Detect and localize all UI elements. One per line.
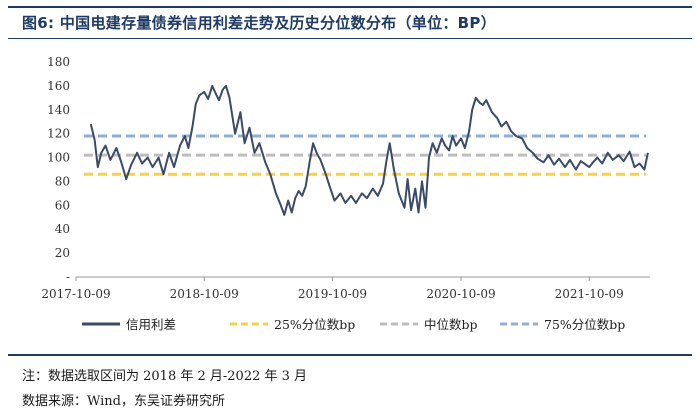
legend-label-p75: 75%分位数bp [544, 317, 625, 332]
y-tick-label: 20 [55, 246, 70, 260]
y-tick-label: 180 [47, 55, 70, 69]
y-tick-label: 120 [47, 127, 70, 141]
y-tick-label: 60 [55, 198, 70, 212]
figure-title-text: 中国电建存量债券信用利差走势及历史分位数分布（单位：BP） [59, 14, 497, 32]
credit-spread-chart: - 20 40 60 80 100 120 140 160 180 2017-10-09 2018-1… [41, 55, 650, 332]
y-tick-label: 40 [55, 222, 70, 236]
x-tick-label: 2017-10-09 [41, 287, 110, 301]
y-tick-label: 140 [47, 103, 70, 117]
reference-lines [84, 134, 646, 176]
series-line-credit-spread [89, 84, 649, 216]
top-rule [8, 6, 692, 8]
title-rule [8, 38, 692, 39]
legend-label-p25: 25%分位数bp [274, 317, 355, 332]
series-layer [89, 84, 649, 216]
axes: - 20 40 60 80 100 120 140 160 180 2017-10-09 2018-1… [41, 55, 650, 301]
bottom-rule [8, 354, 692, 356]
figure-title: 图6: 中国电建存量债券信用利差走势及历史分位数分布（单位：BP） [22, 12, 496, 33]
x-tick-label: 2018-10-09 [170, 287, 239, 301]
legend-label-credit_spread: 信用利差 [126, 317, 176, 332]
data-source: 数据来源：Wind，东吴证券研究所 [22, 394, 225, 409]
figure-label: 图6: [22, 14, 55, 32]
x-tick-label: 2021-10-09 [555, 287, 624, 301]
x-tick-label: 2020-10-09 [426, 287, 495, 301]
y-tick-label: - [66, 270, 70, 284]
legend-label-median: 中位数bp [424, 317, 478, 332]
x-tick-label: 2019-10-09 [298, 287, 367, 301]
y-tick-label: 100 [47, 151, 70, 165]
y-tick-label: 80 [55, 174, 70, 188]
legend: 信用利差 25%分位数bp 中位数bp 75%分位数bp [82, 317, 625, 332]
footnote: 注：数据选取区间为 2018 年 2 月-2022 年 3 月 [22, 369, 308, 384]
y-tick-label: 160 [47, 79, 70, 93]
